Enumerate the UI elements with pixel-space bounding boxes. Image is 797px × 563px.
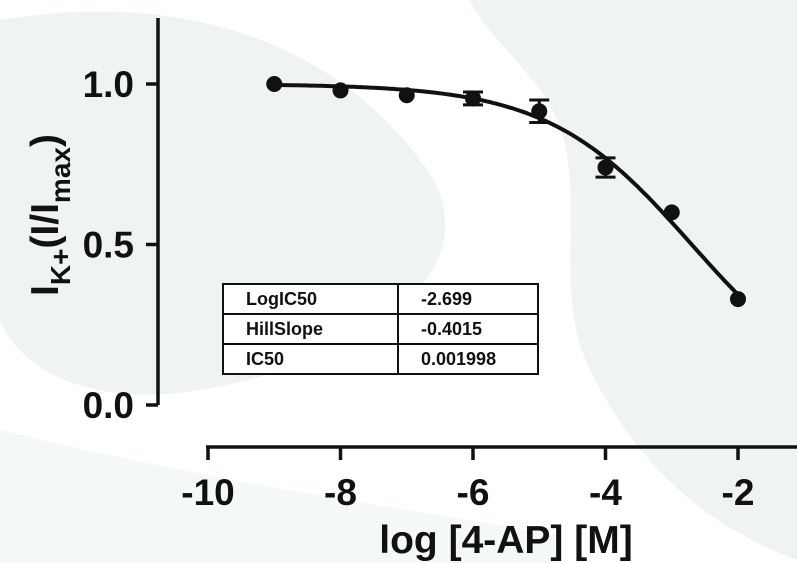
- x-tick-label: -10: [181, 472, 234, 513]
- axis-labels: log [4-AP] [M] IK+(I/Imax): [24, 134, 633, 562]
- x-axis-title: log [4-AP] [M]: [379, 519, 632, 562]
- data-point: [398, 87, 415, 104]
- y-tick-label: 0.5: [83, 225, 134, 266]
- y-tick-label: 0.0: [83, 385, 134, 426]
- x-tick-label: -8: [324, 472, 357, 513]
- data-point: [465, 90, 481, 107]
- table-row: IC50 0.001998: [222, 343, 539, 375]
- y-axis-title: IK+(I/Imax): [24, 134, 76, 296]
- data-point: [597, 159, 614, 176]
- data-point: [266, 76, 283, 92]
- table-cell: LogIC50: [222, 283, 399, 315]
- fit-parameters-table: LogIC50 -2.699 HillSlope -0.4015 IC50 0.…: [222, 283, 539, 375]
- table-cell: IC50: [222, 343, 399, 375]
- table-cell: -0.4015: [397, 313, 539, 345]
- y-tick-label: 1.0: [83, 64, 134, 105]
- table-row: HillSlope -0.4015: [222, 313, 539, 345]
- table-row: LogIC50 -2.699: [222, 283, 539, 315]
- data-point: [531, 103, 548, 120]
- data-point: [730, 291, 746, 308]
- data-marks: [266, 76, 746, 308]
- table-cell: 0.001998: [397, 343, 539, 375]
- x-tick-label: -4: [589, 472, 622, 513]
- axes: 0.0 0.5 1.0 -10 -8 -6 -4 -2: [83, 18, 797, 513]
- table-cell: -2.699: [397, 283, 539, 315]
- data-point: [663, 204, 680, 221]
- table-cell: HillSlope: [222, 313, 399, 345]
- fit-curve: [274, 82, 740, 297]
- x-tick-label: -2: [722, 472, 755, 513]
- data-point: [332, 82, 349, 99]
- x-tick-label: -6: [457, 472, 490, 513]
